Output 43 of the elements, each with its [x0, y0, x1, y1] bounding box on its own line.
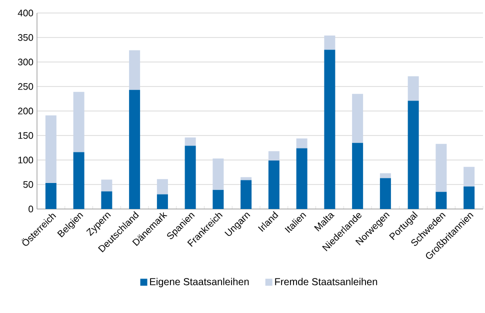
bar	[45, 115, 56, 184]
legend-label: Fremde Staatsanleihen	[275, 278, 378, 286]
bar	[408, 76, 419, 101]
bar	[268, 151, 280, 160]
bar	[352, 142, 364, 209]
bar	[156, 179, 168, 194]
bar	[184, 137, 196, 146]
bar	[129, 50, 140, 90]
bar	[464, 186, 475, 209]
y-tick-label: 400	[18, 10, 34, 16]
y-tick-label: 50	[23, 181, 34, 188]
bar	[436, 144, 447, 192]
bar	[184, 146, 196, 209]
bar	[324, 50, 336, 209]
bar	[212, 158, 224, 190]
bar	[101, 191, 112, 209]
y-tick-label: 200	[18, 108, 34, 114]
y-tick-label: 350	[18, 34, 34, 41]
y-tick-label: 300	[18, 58, 34, 66]
legend-label: Eigene Staatsanleihen	[150, 278, 249, 288]
y-tick-label: 100	[18, 156, 34, 164]
bar	[45, 183, 56, 209]
bar	[73, 92, 84, 152]
bar	[296, 148, 308, 209]
bar	[73, 152, 84, 209]
bar	[296, 138, 308, 148]
bar	[380, 178, 391, 209]
y-tick-label: 250	[18, 83, 34, 90]
bar	[240, 180, 252, 209]
bar	[101, 180, 112, 192]
bar	[240, 177, 252, 180]
bar	[129, 90, 140, 209]
y-tick-label: 0	[28, 206, 34, 212]
bar	[380, 173, 391, 178]
bar	[156, 194, 168, 209]
bar	[268, 160, 280, 209]
bar	[436, 192, 447, 209]
bar	[464, 166, 475, 186]
y-tick-label: 150	[18, 132, 34, 139]
bar	[212, 190, 224, 209]
bar	[408, 100, 419, 209]
bar	[324, 36, 336, 50]
bar	[352, 94, 364, 143]
